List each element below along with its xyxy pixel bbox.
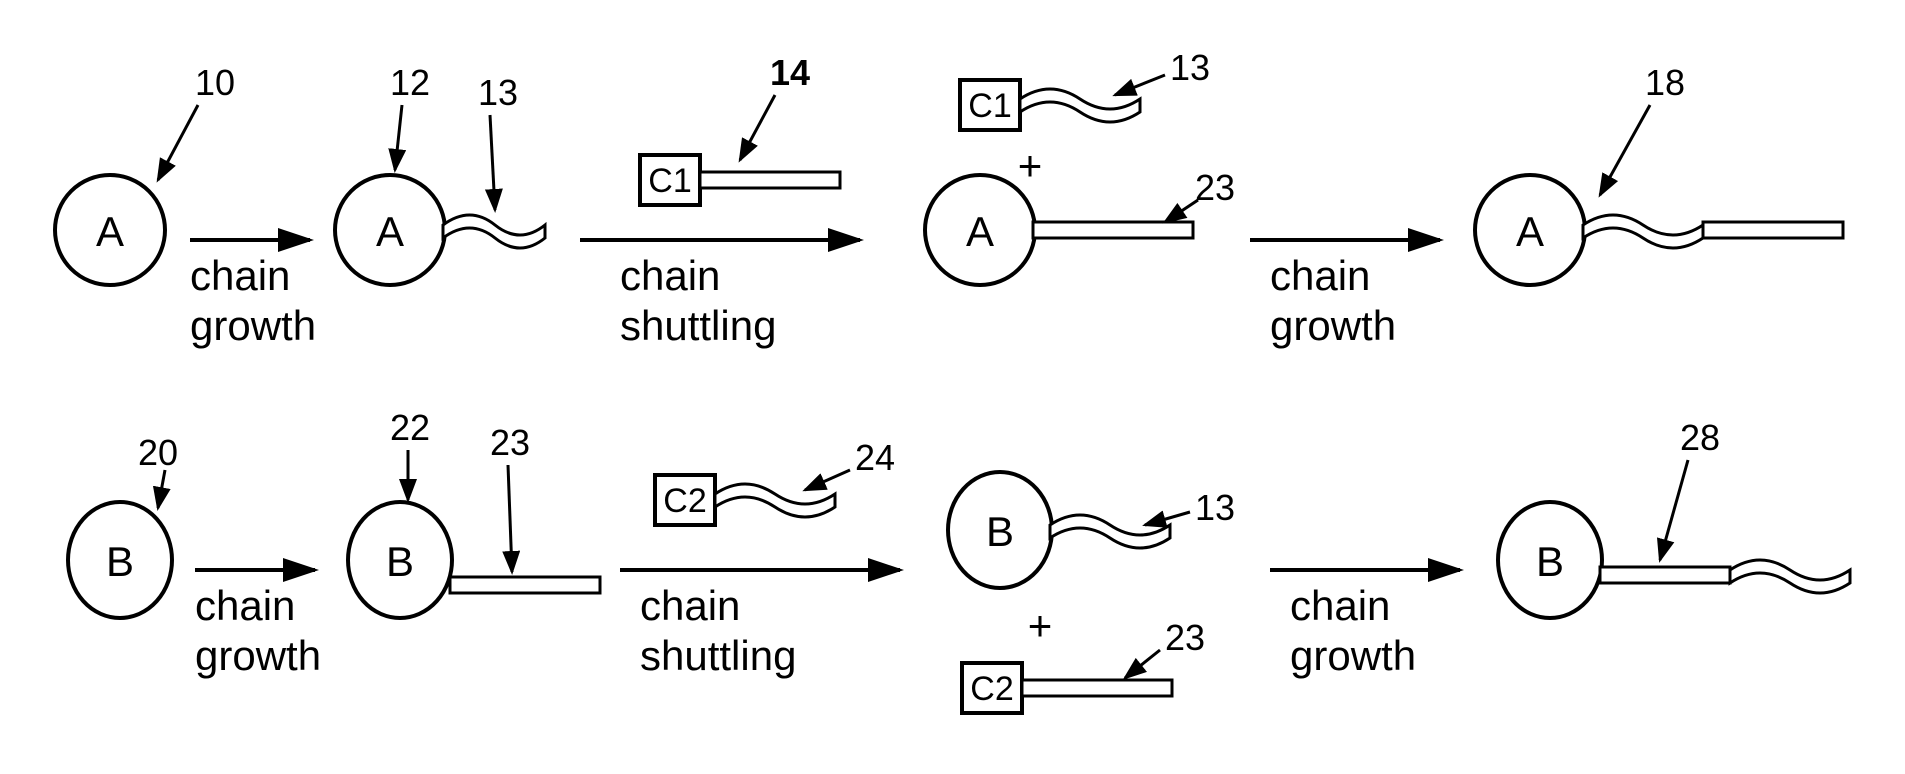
svg-text:13: 13 xyxy=(1195,487,1235,528)
callout-10: 10 xyxy=(158,62,235,180)
svg-text:growth: growth xyxy=(195,632,321,679)
node-a-12: A xyxy=(335,175,545,285)
callout-23c: 23 xyxy=(1125,617,1205,678)
svg-text:chain: chain xyxy=(195,582,295,629)
svg-text:23: 23 xyxy=(1165,617,1205,658)
svg-text:18: 18 xyxy=(1645,62,1685,103)
c2-box-24: C2 xyxy=(655,475,835,525)
svg-text:C2: C2 xyxy=(663,482,706,520)
callout-14: 14 xyxy=(740,52,810,160)
svg-text:20: 20 xyxy=(138,432,178,473)
svg-text:A: A xyxy=(1516,208,1544,255)
svg-text:12: 12 xyxy=(390,62,430,103)
label-a: A xyxy=(96,208,124,255)
callout-12: 12 xyxy=(390,62,430,170)
arrow-b-2: chain shuttling xyxy=(620,570,900,679)
callout-23a: 23 xyxy=(1165,167,1235,222)
svg-text:B: B xyxy=(106,538,134,585)
svg-text:B: B xyxy=(986,508,1014,555)
svg-text:+: + xyxy=(1028,602,1053,649)
arrow-a-1: chain growth xyxy=(190,240,316,349)
svg-text:22: 22 xyxy=(390,407,430,448)
post-shuttle-b: B + C2 xyxy=(948,472,1172,713)
node-b-20: B xyxy=(68,502,172,618)
callout-23b: 23 xyxy=(490,422,530,572)
c1-box-14: C1 xyxy=(640,155,840,205)
svg-text:24: 24 xyxy=(855,437,895,478)
svg-text:chain: chain xyxy=(620,252,720,299)
svg-text:shuttling: shuttling xyxy=(620,302,776,349)
svg-text:chain: chain xyxy=(640,582,740,629)
svg-text:13: 13 xyxy=(1170,47,1210,88)
svg-text:A: A xyxy=(376,208,404,255)
node-a-18: A xyxy=(1475,175,1843,285)
callout-22: 22 xyxy=(390,407,430,500)
callout-13a: 13 xyxy=(478,72,518,210)
node-a-10: A xyxy=(55,175,165,285)
post-shuttle-a: C1 + A xyxy=(925,80,1193,285)
svg-text:C1: C1 xyxy=(968,87,1011,125)
arrow-b-3: chain growth xyxy=(1270,570,1460,679)
arrow-a-2: chain shuttling xyxy=(580,240,860,349)
callout-28: 28 xyxy=(1660,417,1720,560)
callout-20: 20 xyxy=(138,432,178,508)
svg-text:shuttling: shuttling xyxy=(640,632,796,679)
svg-text:10: 10 xyxy=(195,62,235,103)
node-b-22: B xyxy=(348,502,600,618)
svg-text:28: 28 xyxy=(1680,417,1720,458)
svg-text:23: 23 xyxy=(1195,167,1235,208)
svg-text:C1: C1 xyxy=(648,162,691,200)
callout-24: 24 xyxy=(805,437,895,490)
svg-text:growth: growth xyxy=(190,302,316,349)
svg-text:A: A xyxy=(966,208,994,255)
svg-text:23: 23 xyxy=(490,422,530,463)
svg-text:growth: growth xyxy=(1270,302,1396,349)
svg-text:C2: C2 xyxy=(970,670,1013,708)
svg-text:B: B xyxy=(1536,538,1564,585)
svg-text:chain: chain xyxy=(1270,252,1370,299)
node-b-28: B xyxy=(1498,502,1850,618)
svg-text:+: + xyxy=(1018,142,1043,189)
svg-text:13: 13 xyxy=(478,72,518,113)
diagram-canvas: A 10 chain growth A 12 13 C1 14 chain sh… xyxy=(0,0,1905,774)
svg-text:growth: growth xyxy=(1290,632,1416,679)
svg-text:chain: chain xyxy=(1290,582,1390,629)
svg-text:B: B xyxy=(386,538,414,585)
wavy-chain-13a xyxy=(443,215,545,248)
svg-text:14: 14 xyxy=(770,52,810,93)
callout-13b: 13 xyxy=(1115,47,1210,95)
arrow-a-3: chain growth xyxy=(1250,240,1440,349)
svg-text:chain: chain xyxy=(190,252,290,299)
straight-chain-c1 xyxy=(700,172,840,188)
callout-13c: 13 xyxy=(1145,487,1235,528)
arrow-b-1: chain growth xyxy=(195,570,321,679)
callout-18: 18 xyxy=(1600,62,1685,195)
